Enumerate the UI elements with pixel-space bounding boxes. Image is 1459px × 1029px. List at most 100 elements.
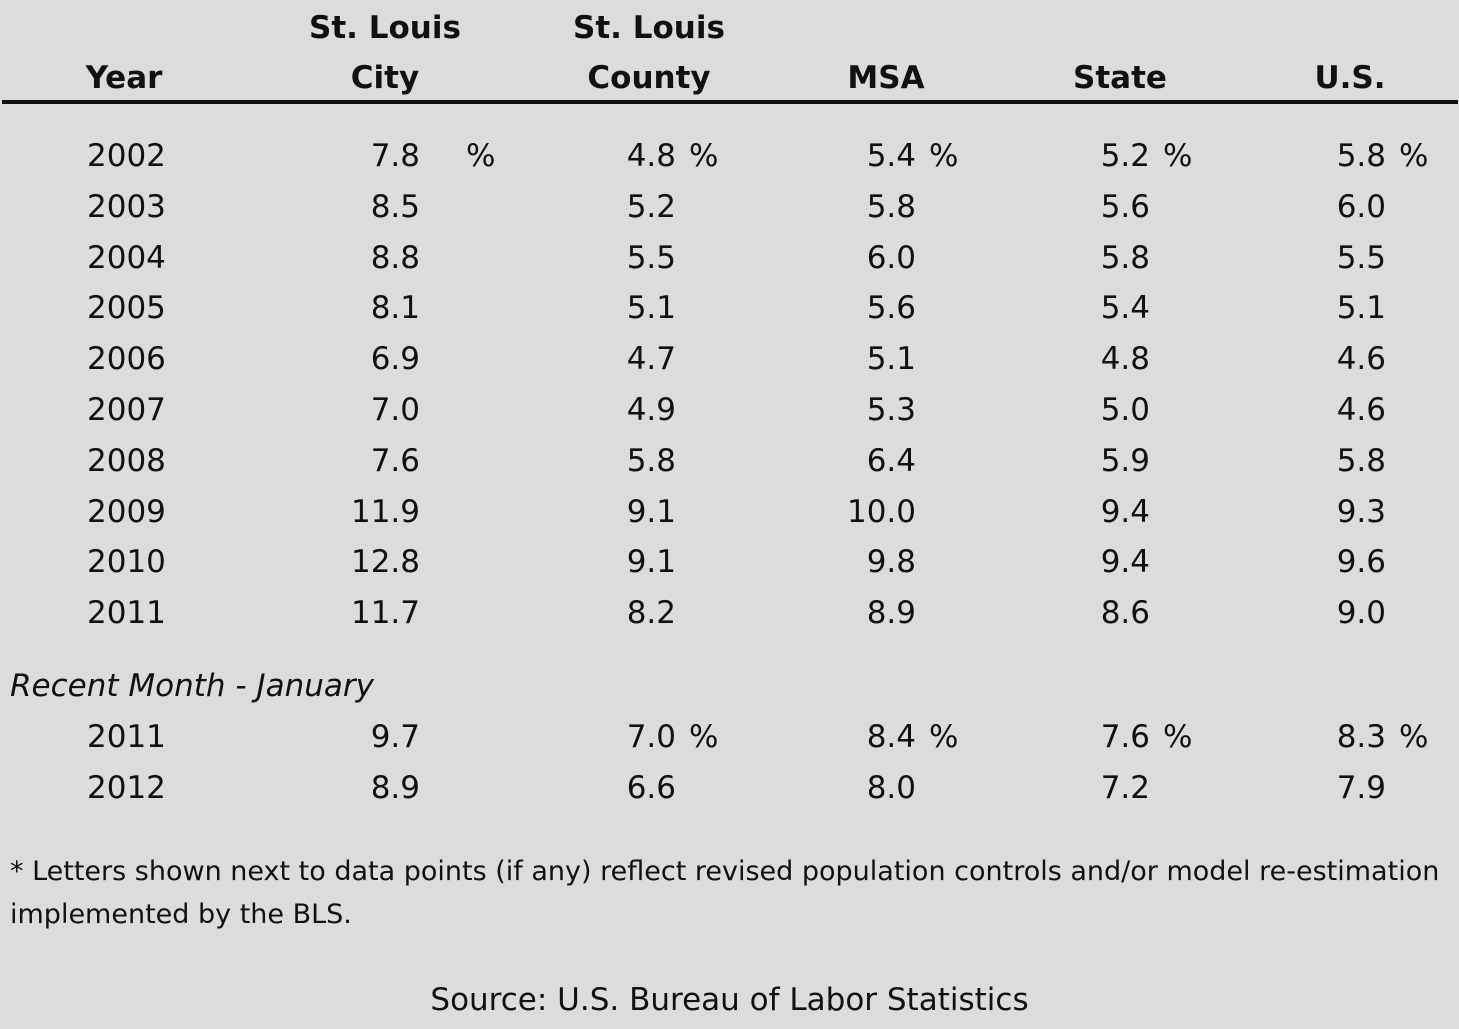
cell-year: 2011 [87, 719, 166, 755]
cell-us: 9.0 [1336, 595, 1386, 632]
table-row: 2010 12.8 9.1 9.8 9.4 9.6 [0, 540, 1459, 584]
cell-msa: 5.1 [866, 341, 916, 378]
cell-state: 5.4 [1100, 290, 1150, 327]
table-row: 2006 6.9 4.7 5.1 4.8 4.6 [0, 337, 1459, 381]
cell-state: 8.6 [1100, 595, 1150, 632]
header-county-line1: St. Louis [573, 10, 725, 46]
footnote: * Letters shown next to data points (if … [10, 856, 1440, 930]
cell-city: 7.8 [370, 138, 420, 174]
cell-year: 2002 [87, 138, 166, 174]
table-row: 2009 11.9 9.1 10.0 9.4 9.3 [0, 490, 1459, 534]
cell-msa: 10.0 [846, 493, 916, 530]
cell-us: 9.3 [1336, 493, 1386, 530]
cell-county: 5.1 [626, 290, 676, 327]
cell-us: 5.8 [1336, 442, 1386, 479]
cell-state: 5.0 [1100, 392, 1150, 428]
table-row: 2011 9.7 7.0 8.4 7.6 8.3%%%% [0, 715, 1459, 759]
cell-msa: 6.4 [866, 442, 916, 479]
recent-month-label: Recent Month - January [10, 668, 374, 704]
percent-sign: % [929, 719, 959, 755]
cell-county: 9.1 [626, 544, 676, 581]
percent-sign: % [1399, 719, 1429, 755]
cell-year: 2004 [87, 239, 166, 276]
cell-city: 7.0 [370, 392, 420, 428]
cell-city: 6.9 [370, 341, 420, 378]
cell-year: 2006 [87, 341, 166, 378]
cell-us: 5.1 [1336, 290, 1386, 327]
cell-county: 5.8 [626, 442, 676, 479]
cell-us: 6.0 [1336, 188, 1386, 225]
cell-us: 8.3 [1336, 719, 1386, 755]
cell-year: 2005 [87, 290, 166, 327]
cell-county: 5.5 [626, 239, 676, 276]
cell-year: 2008 [87, 442, 166, 479]
cell-year: 2011 [87, 595, 166, 632]
header-county-line2: County [587, 60, 711, 96]
cell-city: 12.8 [350, 544, 420, 581]
cell-county: 4.9 [626, 392, 676, 428]
cell-us: 4.6 [1336, 341, 1386, 378]
cell-msa: 8.0 [866, 770, 916, 806]
cell-state: 7.6 [1100, 719, 1150, 755]
cell-city: 8.1 [370, 290, 420, 327]
cell-county: 8.2 [626, 595, 676, 632]
cell-us: 7.9 [1336, 770, 1386, 806]
cell-us: 9.6 [1336, 544, 1386, 581]
cell-us: 5.5 [1336, 239, 1386, 276]
cell-city: 7.6 [370, 442, 420, 479]
table-row: 2002 7.8 4.8 5.4 5.2 5.8%%%%% [0, 134, 1459, 178]
percent-sign: % [929, 138, 959, 174]
cell-msa: 8.9 [866, 595, 916, 632]
cell-year: 2010 [87, 544, 166, 581]
source-note: Source: U.S. Bureau of Labor Statistics [430, 982, 1029, 1018]
cell-state: 7.2 [1100, 770, 1150, 806]
cell-county: 4.8 [626, 138, 676, 174]
cell-county: 6.6 [626, 770, 676, 806]
table-row: 2005 8.1 5.1 5.6 5.4 5.1 [0, 286, 1459, 330]
percent-sign: % [1399, 138, 1429, 174]
percent-sign: % [466, 138, 496, 174]
cell-state: 5.9 [1100, 442, 1150, 479]
cell-msa: 5.6 [866, 290, 916, 327]
cell-city: 8.9 [370, 770, 420, 806]
header-city-line1: St. Louis [309, 10, 461, 46]
header-msa: MSA [847, 60, 925, 96]
cell-county: 5.2 [626, 188, 676, 225]
header-year: Year [85, 60, 163, 96]
cell-state: 5.2 [1100, 138, 1150, 174]
cell-county: 4.7 [626, 341, 676, 378]
table-row: 2008 7.6 5.8 6.4 5.9 5.8 [0, 439, 1459, 483]
cell-city: 8.8 [370, 239, 420, 276]
table-row: 2003 8.5 5.2 5.8 5.6 6.0 [0, 185, 1459, 229]
cell-county: 9.1 [626, 493, 676, 530]
header-us: U.S. [1314, 60, 1386, 96]
cell-msa: 5.3 [866, 392, 916, 428]
table-row: 2004 8.8 5.5 6.0 5.8 5.5 [0, 236, 1459, 280]
cell-state: 5.6 [1100, 188, 1150, 225]
cell-city: 8.5 [370, 188, 420, 225]
cell-city: 9.7 [370, 719, 420, 755]
cell-state: 9.4 [1100, 493, 1150, 530]
cell-year: 2012 [87, 770, 166, 806]
header-rule [2, 100, 1458, 104]
cell-state: 4.8 [1100, 341, 1150, 378]
percent-sign: % [1163, 138, 1193, 174]
cell-msa: 8.4 [866, 719, 916, 755]
cell-year: 2003 [87, 188, 166, 225]
cell-us: 5.8 [1336, 138, 1386, 174]
cell-state: 9.4 [1100, 544, 1150, 581]
cell-city: 11.7 [350, 595, 420, 632]
header-city-line2: City [350, 60, 420, 96]
percent-sign: % [689, 138, 719, 174]
table-row: 2012 8.9 6.6 8.0 7.2 7.9 [0, 766, 1459, 810]
cell-us: 4.6 [1336, 392, 1386, 428]
cell-msa: 6.0 [866, 239, 916, 276]
cell-year: 2007 [87, 392, 166, 428]
cell-county: 7.0 [626, 719, 676, 755]
cell-msa: 9.8 [866, 544, 916, 581]
header-state: State [1073, 60, 1167, 96]
cell-state: 5.8 [1100, 239, 1150, 276]
cell-msa: 5.4 [866, 138, 916, 174]
table-row: 2007 7.0 4.9 5.3 5.0 4.6 [0, 388, 1459, 432]
cell-msa: 5.8 [866, 188, 916, 225]
